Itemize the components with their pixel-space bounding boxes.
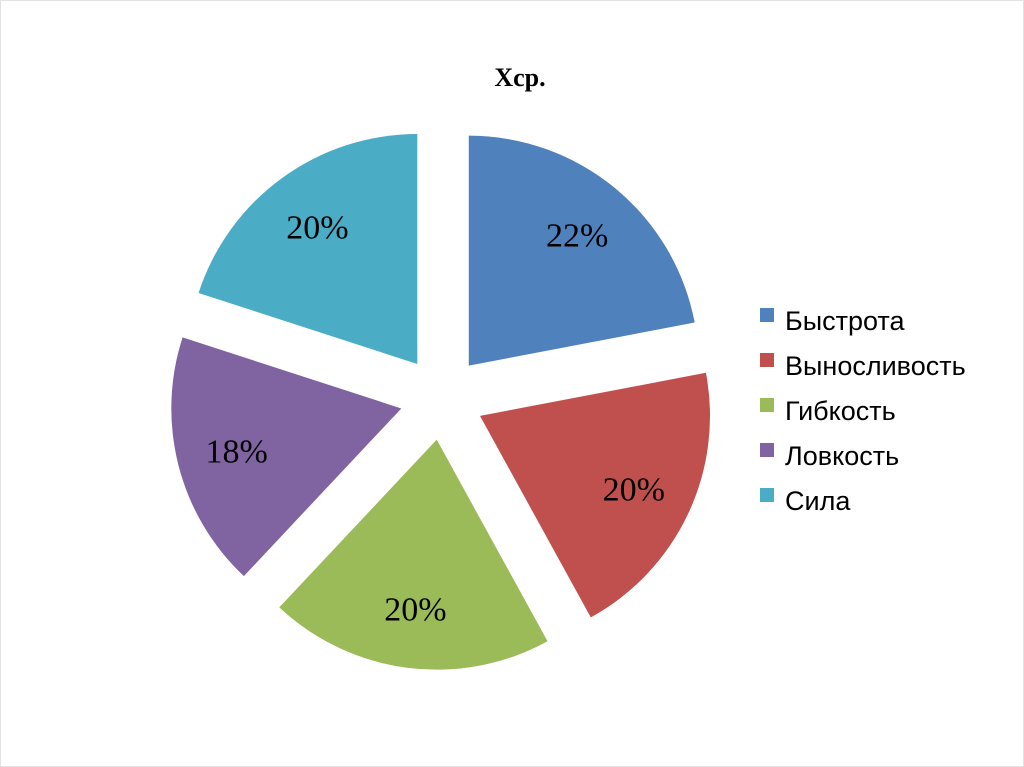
legend-swatch-3 — [760, 398, 774, 412]
pie-labels: 22% 20% 20% 18% 20% — [205, 209, 664, 628]
chart-title: Xср. — [494, 63, 545, 92]
legend-label-1: Быстрота — [785, 306, 905, 336]
data-label-4: 18% — [205, 434, 267, 471]
legend-label-2: Выносливость — [785, 351, 966, 381]
data-label-1: 22% — [546, 218, 608, 255]
pie-slice-2 — [480, 372, 711, 618]
legend-label-4: Ловкость — [785, 441, 899, 471]
data-label-5: 20% — [286, 209, 348, 246]
pie-slice-3 — [279, 439, 548, 670]
legend-swatch-4 — [760, 443, 774, 457]
legend-swatch-5 — [760, 488, 774, 502]
legend: Быстрота Выносливость Гибкость Ловкость Сила — [760, 306, 966, 516]
legend-label-3: Гибкость — [785, 396, 896, 426]
pie-slices — [171, 134, 711, 670]
legend-swatch-2 — [760, 353, 774, 367]
data-label-3: 20% — [384, 591, 446, 628]
legend-label-5: Сила — [785, 486, 851, 516]
legend-swatch-1 — [760, 308, 774, 322]
pie-slice-1 — [468, 135, 695, 366]
pie-slice-4 — [171, 337, 402, 577]
pie-slice-5 — [198, 134, 418, 365]
data-label-2: 20% — [603, 471, 665, 508]
